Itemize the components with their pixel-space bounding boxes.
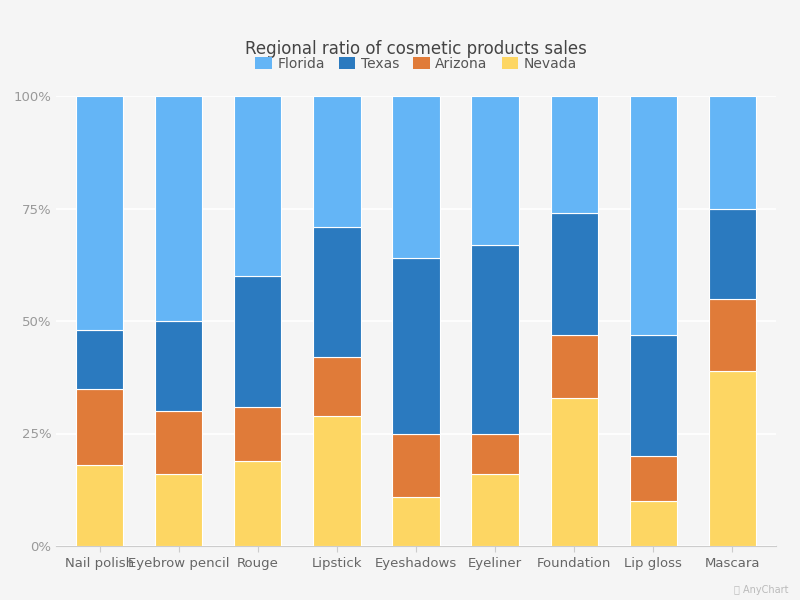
Bar <box>709 96 756 208</box>
Bar <box>471 96 519 245</box>
Bar <box>392 433 440 497</box>
Bar <box>392 497 440 546</box>
Bar <box>155 96 202 321</box>
Bar <box>392 96 440 258</box>
Bar <box>392 258 440 433</box>
Bar <box>313 357 361 415</box>
Legend: Florida, Texas, Arizona, Nevada: Florida, Texas, Arizona, Nevada <box>250 51 582 76</box>
Text: Ⓜ AnyChart: Ⓜ AnyChart <box>734 585 788 595</box>
Bar <box>234 96 282 276</box>
Bar <box>471 245 519 433</box>
Bar <box>630 96 677 335</box>
Bar <box>550 213 598 335</box>
Bar <box>550 335 598 398</box>
Bar <box>630 501 677 546</box>
Bar <box>234 407 282 461</box>
Bar <box>234 276 282 407</box>
Bar <box>76 465 123 546</box>
Bar <box>709 371 756 546</box>
Bar <box>155 411 202 474</box>
Bar <box>155 321 202 411</box>
Bar <box>234 461 282 546</box>
Bar <box>76 389 123 465</box>
Title: Regional ratio of cosmetic products sales: Regional ratio of cosmetic products sale… <box>245 40 587 58</box>
Bar <box>76 96 123 330</box>
Bar <box>550 96 598 213</box>
Bar <box>630 456 677 501</box>
Bar <box>155 474 202 546</box>
Bar <box>709 298 756 371</box>
Bar <box>709 208 756 298</box>
Bar <box>76 330 123 389</box>
Bar <box>471 433 519 474</box>
Bar <box>313 415 361 546</box>
Bar <box>471 474 519 546</box>
Bar <box>550 398 598 546</box>
Bar <box>313 96 361 226</box>
Bar <box>313 226 361 357</box>
Bar <box>630 335 677 456</box>
